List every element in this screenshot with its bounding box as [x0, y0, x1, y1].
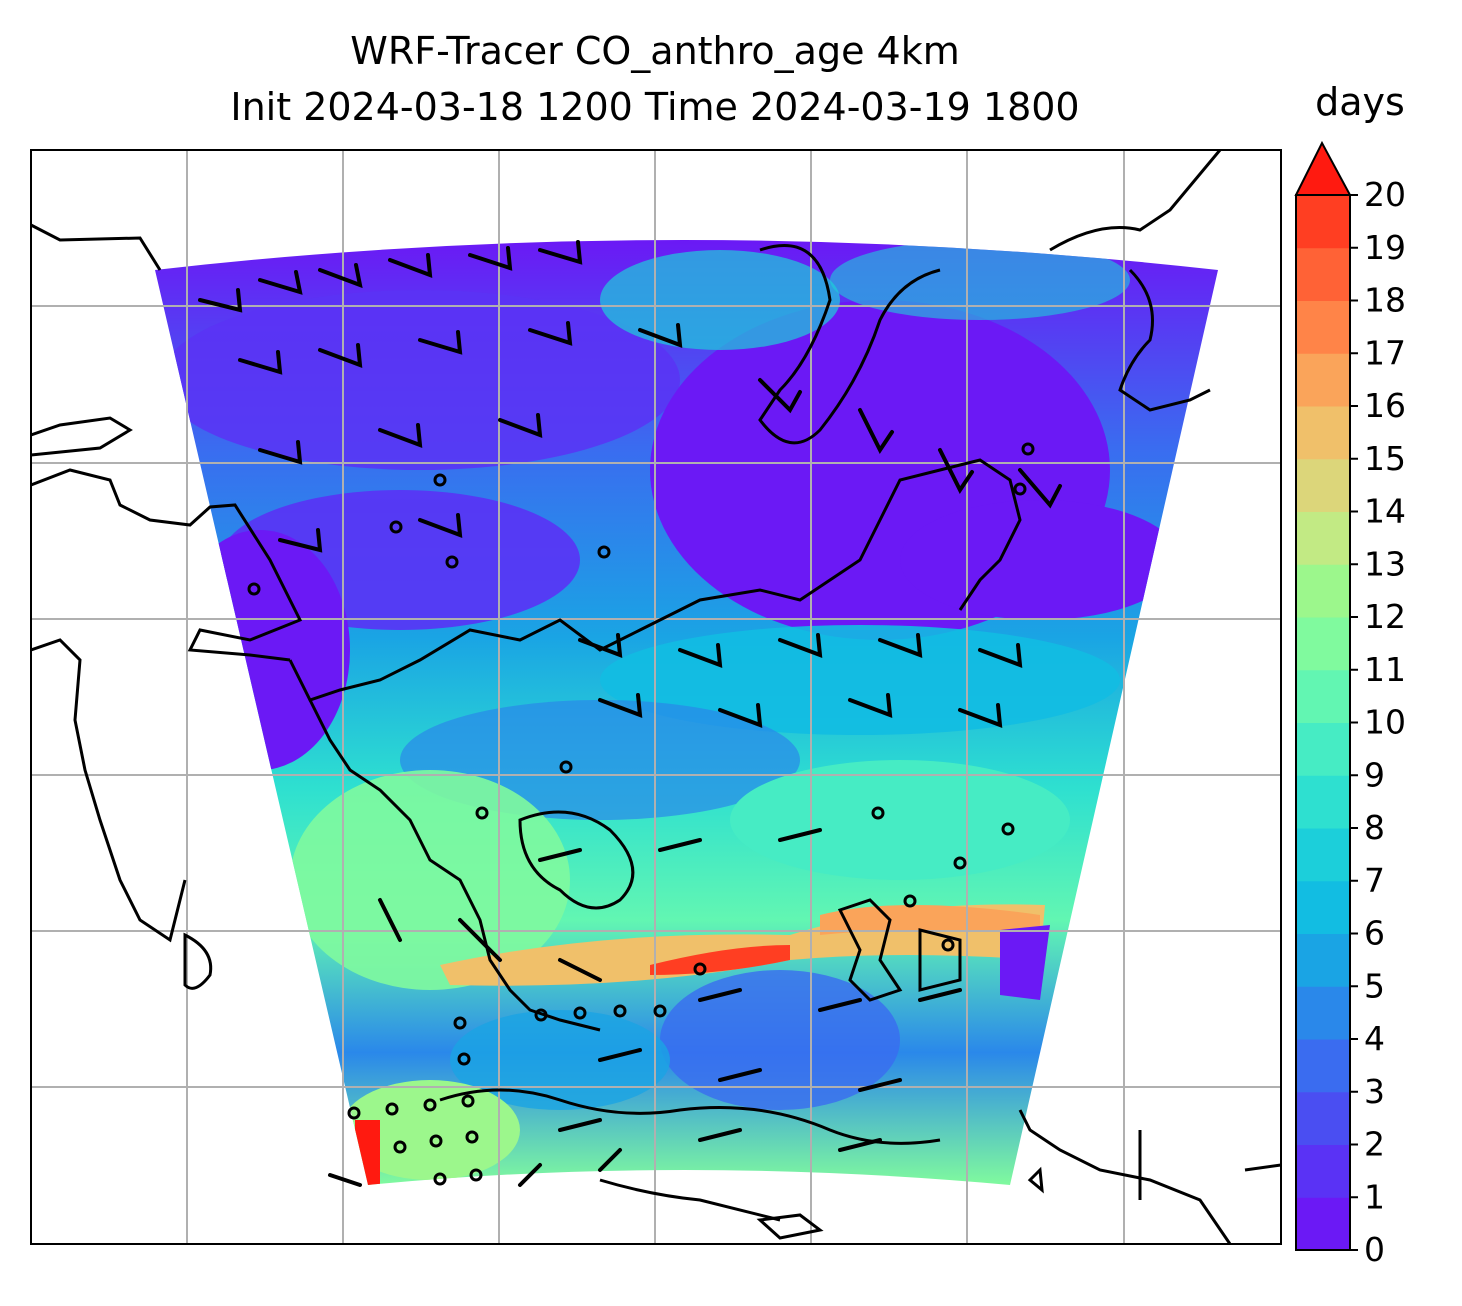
colorbar-tick-label: 20: [1364, 175, 1406, 214]
colorbar-segment: [1296, 511, 1350, 565]
colorbar-extend-arrow: [1294, 140, 1352, 196]
colorbar-segment: [1296, 1039, 1350, 1093]
colorbar-tick-label: 15: [1364, 439, 1406, 478]
colorbar-segment: [1296, 353, 1350, 407]
colorbar-tick-label: 1: [1364, 1177, 1385, 1216]
map-axes-frame: [30, 149, 1282, 1245]
colorbar-tick-label: 18: [1364, 281, 1406, 320]
colorbar-label: days: [1315, 80, 1405, 124]
colorbar-segment: [1296, 1091, 1350, 1145]
colorbar-segment: [1296, 775, 1350, 829]
colorbar-segment: [1296, 300, 1350, 354]
colorbar-tick-label: 14: [1364, 492, 1406, 531]
map-gridlines: [31, 150, 1281, 1244]
colorbar-segment: [1296, 247, 1350, 301]
colorbar-segment: [1296, 195, 1350, 249]
colorbar-segment: [1296, 1144, 1350, 1198]
colorbar-segment: [1296, 458, 1350, 512]
colorbar-segment: [1296, 406, 1350, 460]
colorbar-tick-label: 19: [1364, 228, 1406, 267]
figure-title-line2: Init 2024-03-18 1200 Time 2024-03-19 180…: [230, 85, 1080, 129]
calm-wind-markers: [247, 442, 1035, 1186]
coastlines: [31, 150, 1281, 1244]
colorbar-segment: [1296, 1197, 1350, 1251]
colorbar-tick-label: 16: [1364, 386, 1406, 425]
colorbar-tick-label: 5: [1364, 966, 1385, 1005]
colorbar-tick-label: 4: [1364, 1019, 1385, 1058]
colorbar-tick-label: 0: [1364, 1230, 1385, 1269]
colorbar-tick-label: 11: [1364, 650, 1406, 689]
colorbar-tick-label: 12: [1364, 597, 1406, 636]
colorbar-segment: [1296, 564, 1350, 618]
colorbar-tick-label: 2: [1364, 1125, 1385, 1164]
colorbar-segment: [1296, 617, 1350, 671]
colorbar-segment: [1296, 986, 1350, 1040]
colorbar-segment: [1296, 880, 1350, 934]
colorbar-tick-label: 8: [1364, 808, 1385, 847]
colorbar-segment: [1296, 669, 1350, 723]
colorbar-tick-label: 3: [1364, 1072, 1385, 1111]
colorbar-segment: [1296, 722, 1350, 776]
figure-title-line1: WRF-Tracer CO_anthro_age 4km: [350, 29, 960, 73]
colorbar-tick-label: 13: [1364, 544, 1406, 583]
colorbar-tick-label: 10: [1364, 703, 1406, 742]
colorbar-tick-label: 6: [1364, 914, 1385, 953]
wind-barbs: [198, 240, 1062, 1187]
colorbar-segment: [1296, 933, 1350, 987]
colorbar-tick-label: 9: [1364, 755, 1385, 794]
colorbar-tick-label: 7: [1364, 861, 1385, 900]
colorbar-segment: [1296, 828, 1350, 882]
colorbar-tick-label: 17: [1364, 333, 1406, 372]
